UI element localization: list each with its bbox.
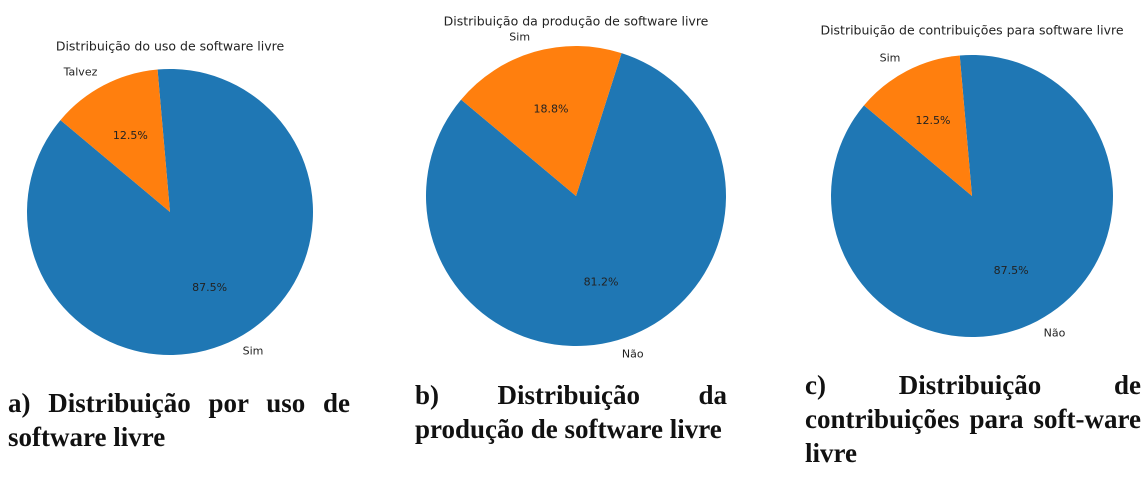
percent-label: 81.2% <box>584 275 619 288</box>
slice-label: Sim <box>880 51 901 64</box>
chart-title: Distribuição do uso de software livre <box>56 39 285 54</box>
percent-label: 87.5% <box>994 264 1029 277</box>
percent-label: 18.8% <box>533 103 568 116</box>
percent-label: 87.5% <box>192 281 227 294</box>
slice-label: Talvez <box>63 65 98 78</box>
caption: c) Distribuição de contribuições para so… <box>805 368 1141 470</box>
slice-label: Sim <box>243 345 264 358</box>
caption: b) Distribuição da produção de software … <box>415 378 727 446</box>
chart-title: Distribuição de contribuições para softw… <box>820 23 1123 38</box>
pie-chart: Distribuição do uso de software livre Sim… <box>0 0 340 370</box>
percent-label: 12.5% <box>113 129 148 142</box>
page: Distribuição do uso de software livre Sim… <box>0 0 1146 480</box>
chart-title: Distribuição da produção de software liv… <box>444 14 709 29</box>
slice-label: Não <box>1044 327 1066 340</box>
caption: a) Distribuição por uso de software livr… <box>8 386 350 454</box>
pie-chart: Distribuição de contribuições para softw… <box>800 0 1146 370</box>
slice-label: Sim <box>509 31 530 44</box>
pie-chart: Distribuição da produção de software liv… <box>400 0 750 370</box>
percent-label: 12.5% <box>915 114 950 127</box>
slice-label: Não <box>622 347 644 360</box>
